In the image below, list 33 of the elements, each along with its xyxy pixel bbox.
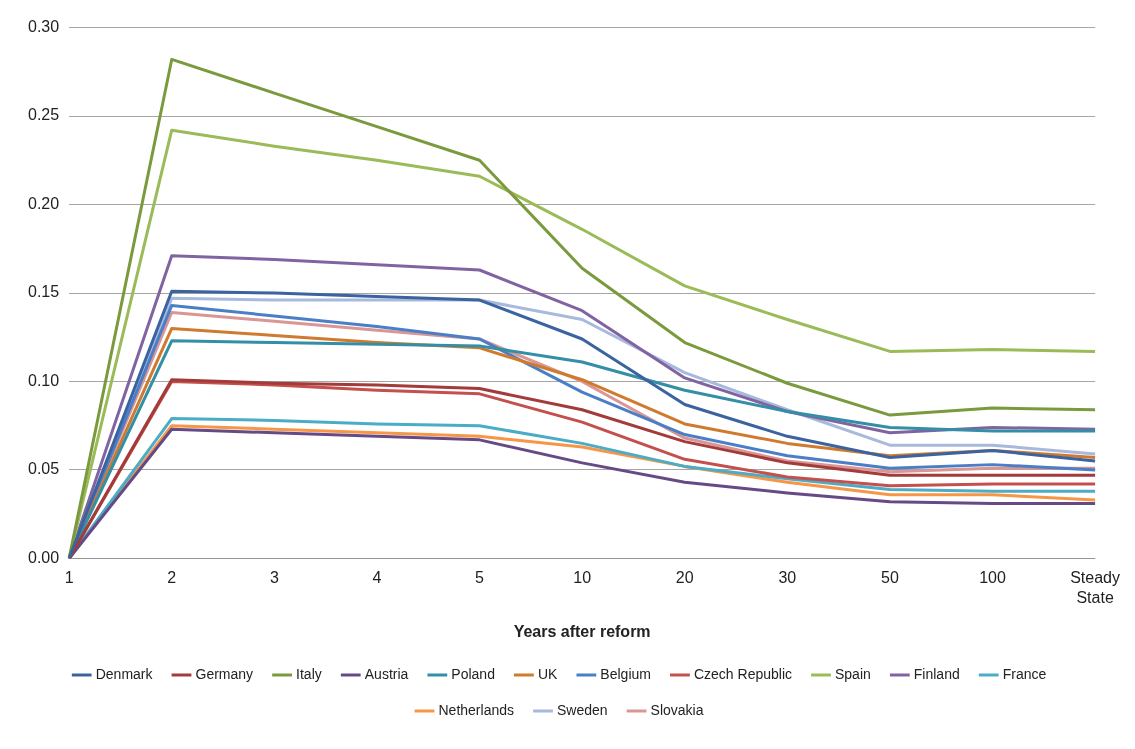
legend-label: UK <box>537 665 559 682</box>
x-tick-label: 20 <box>675 569 694 587</box>
x-tick-label: 10 <box>573 569 592 587</box>
y-tick-label: 0.25 <box>28 106 60 124</box>
x-tick-label: 2 <box>167 569 177 587</box>
x-tick-label: 1 <box>64 569 74 587</box>
y-tick-label: 0.20 <box>28 194 60 212</box>
legend-label: Italy <box>296 665 322 682</box>
legend-label: Denmark <box>95 665 154 682</box>
legend-label: Germany <box>195 665 254 682</box>
y-tick-label: 0.10 <box>28 371 60 389</box>
x-tick-label: 4 <box>372 569 382 587</box>
legend-label: Poland <box>451 665 495 682</box>
legend-label: Czech Republic <box>693 665 793 682</box>
legend-label: Austria <box>364 665 409 682</box>
legend-label: Spain <box>834 665 871 682</box>
legend-label: Netherlands <box>438 701 514 718</box>
y-tick-label: 0.15 <box>28 283 60 301</box>
x-axis-title: Years after reform <box>513 622 651 640</box>
legend-label: Slovakia <box>650 701 704 718</box>
x-tick-label: 100 <box>979 569 1006 587</box>
y-tick-label: 0.00 <box>28 548 60 566</box>
x-tick-label: 30 <box>778 569 797 587</box>
x-tick-label: 50 <box>881 569 899 587</box>
x-tick-label: Steady State <box>1070 569 1120 606</box>
x-tick-label: 5 <box>475 569 485 587</box>
x-tick-label: 3 <box>269 569 279 587</box>
legend-label: Finland <box>913 665 960 682</box>
y-tick-label: 0.30 <box>28 18 60 36</box>
legend-label: France <box>1002 665 1047 682</box>
legend-label: Sweden <box>556 701 608 718</box>
y-tick-label: 0.05 <box>28 460 60 478</box>
legend-label: Belgium <box>600 665 651 682</box>
